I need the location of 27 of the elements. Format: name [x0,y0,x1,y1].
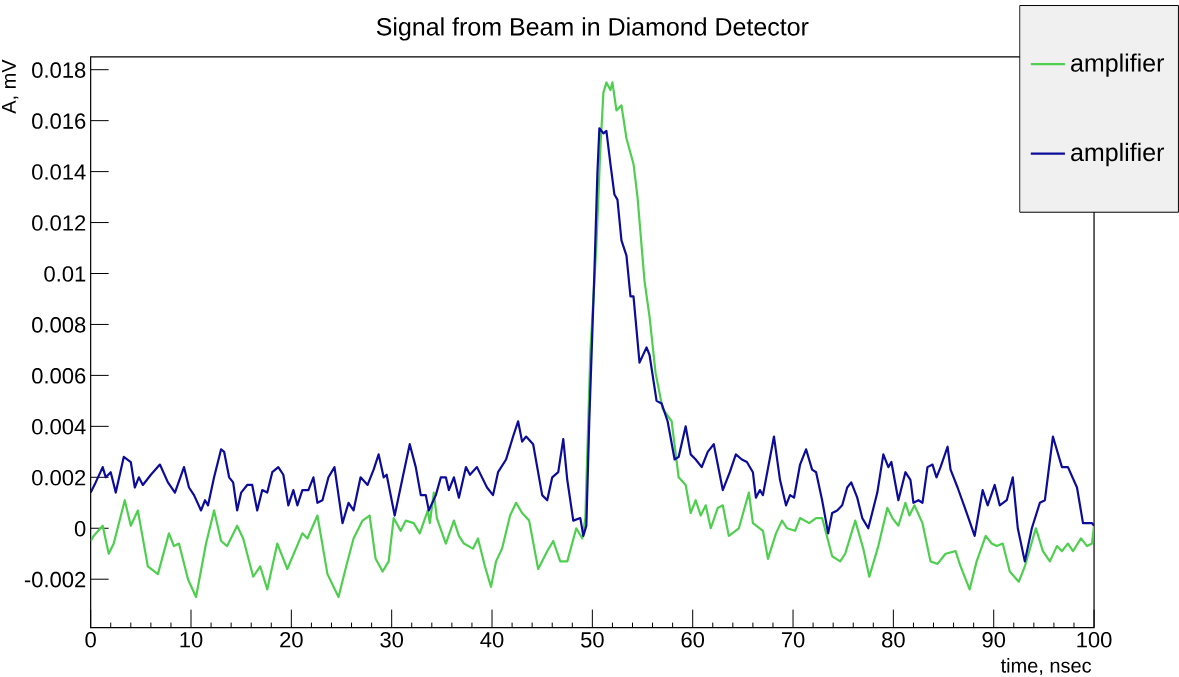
y-tick-label: 0.006 [32,368,86,384]
x-axis-title: time, nsec [1000,657,1092,676]
y-tick-label: 0 [74,520,86,537]
x-tick-label: 80 [882,632,905,648]
y-tick-label: 0.016 [32,113,86,129]
x-tick-label: 0 [85,632,96,648]
x-tick-label: 50 [581,632,604,648]
y-tick-label: -0.002 [24,571,86,588]
x-tick-label: 100 [1077,632,1112,648]
y-tick-label: 0.012 [32,215,86,231]
x-tick-label: 30 [380,632,404,648]
x-tick-label: 40 [480,632,504,648]
x-tick-label: 70 [781,632,805,648]
y-tick-label: 0.018 [32,62,86,78]
y-axis-title: A, mV [1,59,19,114]
y-tick-label: 0.002 [32,469,86,486]
y-tick-label: 0.014 [32,164,86,180]
x-tick-label: 60 [681,632,705,648]
chart-title: Signal from Beam in Diamond Detector [376,17,809,41]
x-tick-label: 20 [280,632,303,648]
y-tick-label: 0.004 [32,419,86,435]
legend-label: amplifier [1071,142,1164,167]
legend-label: amplifier [1071,53,1164,77]
x-tick-label: 90 [982,632,1006,648]
x-tick-label: 10 [180,632,203,648]
y-tick-label: 0.01 [44,266,86,282]
y-tick-label: 0.008 [32,317,86,333]
